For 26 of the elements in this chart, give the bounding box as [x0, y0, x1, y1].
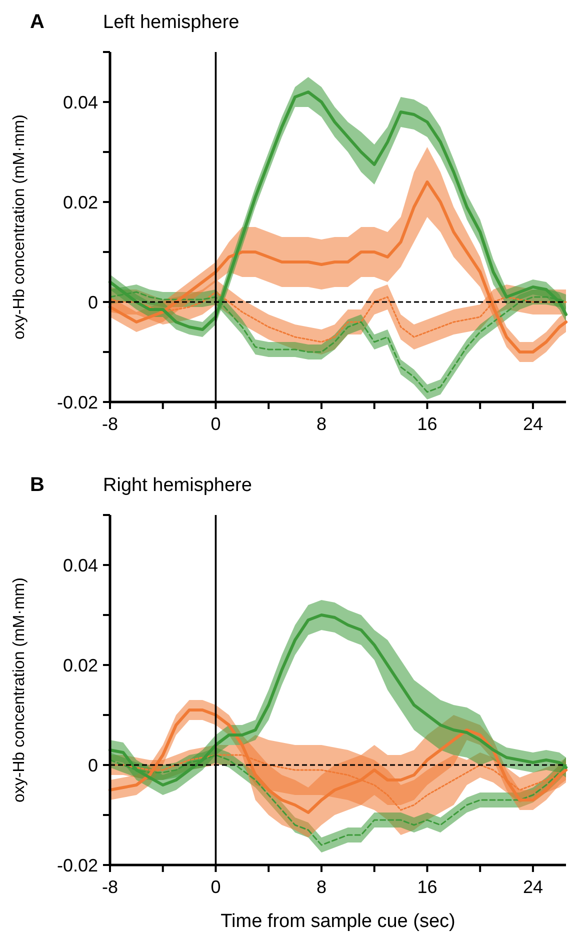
y-tick-label: 0 [88, 292, 98, 312]
x-tick-label: -8 [102, 877, 118, 897]
line-series [108, 180, 568, 354]
y-tick-label: 0.04 [62, 555, 98, 576]
x-tick-label: 16 [417, 877, 438, 897]
x-tick-label: 16 [417, 414, 438, 434]
chart-title: Right hemisphere [103, 475, 252, 496]
text: B [30, 474, 44, 496]
y-tick-label: 0.04 [62, 92, 98, 112]
x-tick-label: 0 [210, 877, 221, 897]
y-tick-label: 0.02 [62, 192, 98, 212]
x-tick-label: 8 [316, 414, 326, 434]
x-tick-label: 24 [522, 414, 543, 434]
x-tick-label: 24 [522, 877, 543, 897]
x-tick-label: 0 [210, 414, 221, 434]
text: A [30, 11, 44, 33]
x-axis-title: Time from sample cue (sec) [220, 911, 456, 932]
x-tick-label: -8 [102, 414, 118, 434]
y-tick-label: -0.02 [56, 855, 98, 876]
chart-title: Left hemisphere [103, 12, 240, 33]
y-tick-label: 0.02 [62, 655, 98, 676]
y-tick-label: -0.02 [56, 392, 98, 412]
y-tick-label: 0 [88, 755, 98, 776]
y-axis-title: oxy-Hb concentration (mM·mm) [11, 114, 28, 340]
x-tick-label: 8 [316, 877, 326, 897]
y-axis-title: oxy-Hb concentration (mM·mm) [11, 578, 28, 802]
